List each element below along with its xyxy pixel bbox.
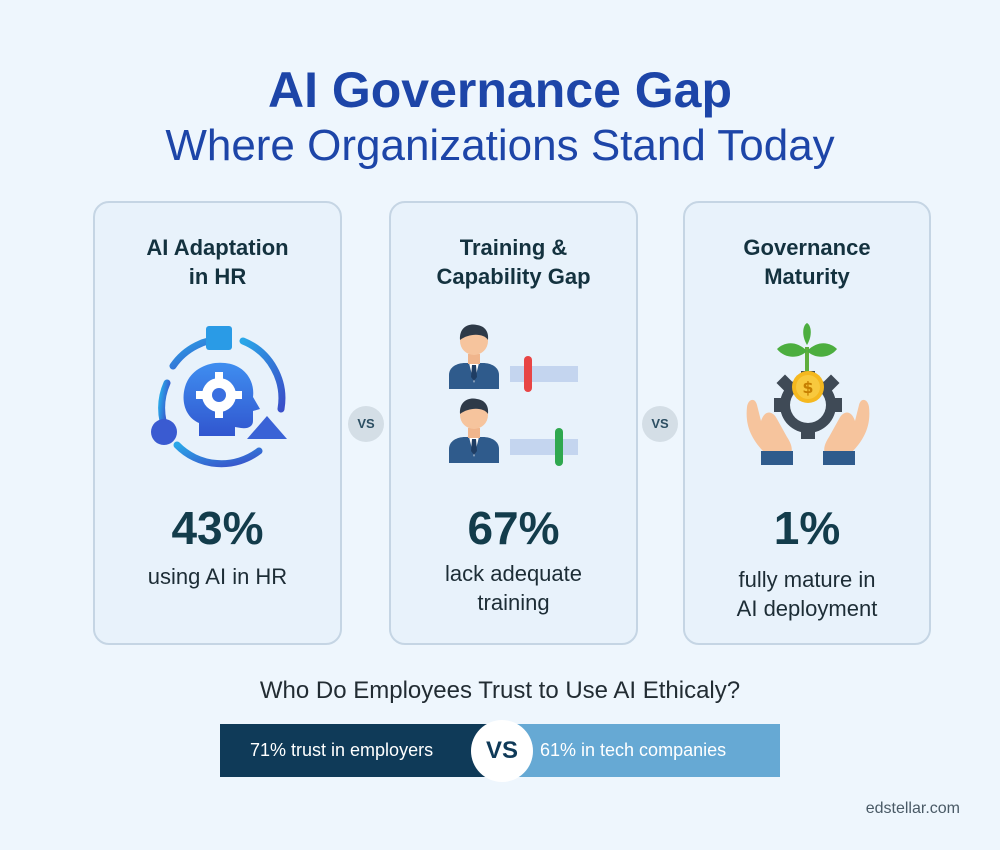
people-skill-sliders-icon: [449, 324, 578, 466]
card-caption-line: AI deployment: [736, 596, 878, 621]
vs-badge: VS: [642, 406, 678, 442]
card-caption-line: training: [477, 590, 550, 615]
card-value: 1%: [773, 502, 841, 554]
trust-question: Who Do Employees Trust to Use AI Ethical…: [259, 677, 741, 704]
card-caption-line: using AI in HR: [147, 564, 288, 589]
page-subtitle: Where Organizations Stand Today: [165, 121, 835, 170]
card-value: 67%: [467, 502, 560, 554]
hands-gear-growth-icon: $: [746, 323, 870, 465]
card-training-gap: Training & Capability Gap 67% lack adequ…: [389, 201, 638, 645]
card-governance-maturity: Governance Maturity $ 1% fully matu: [683, 201, 931, 645]
card-caption: lack adequate training: [391, 559, 636, 617]
svg-text:$: $: [802, 378, 813, 397]
source-watermark: edstellar.com: [865, 800, 960, 817]
card-caption-line: lack adequate: [445, 561, 582, 586]
card-value: 43%: [171, 502, 264, 554]
card-caption: fully mature in AI deployment: [685, 565, 929, 623]
card-title-line: in HR: [188, 264, 247, 289]
page-title: AI Governance Gap: [267, 62, 733, 118]
trust-employers-bar: 71% trust in employers: [220, 724, 500, 777]
card-ai-adaptation: AI Adaptation in HR 43%: [93, 201, 342, 645]
card-title: Governance Maturity: [685, 233, 929, 291]
card-title-line: Training &: [459, 235, 568, 260]
card-caption-line: fully mature in: [738, 567, 876, 592]
card-title: Training & Capability Gap: [391, 233, 636, 291]
card-title-line: AI Adaptation: [146, 235, 289, 260]
card-title-line: Capability Gap: [436, 264, 591, 289]
vs-badge: VS: [348, 406, 384, 442]
trust-tech-bar: 61% in tech companies: [500, 724, 780, 777]
card-title-line: Maturity: [764, 264, 850, 289]
ai-head-gear-icon: [151, 326, 287, 468]
card-title: AI Adaptation in HR: [95, 233, 340, 291]
card-caption: using AI in HR: [95, 562, 340, 591]
card-title-line: Governance: [743, 235, 871, 260]
trust-vs-badge: VS: [471, 720, 533, 782]
